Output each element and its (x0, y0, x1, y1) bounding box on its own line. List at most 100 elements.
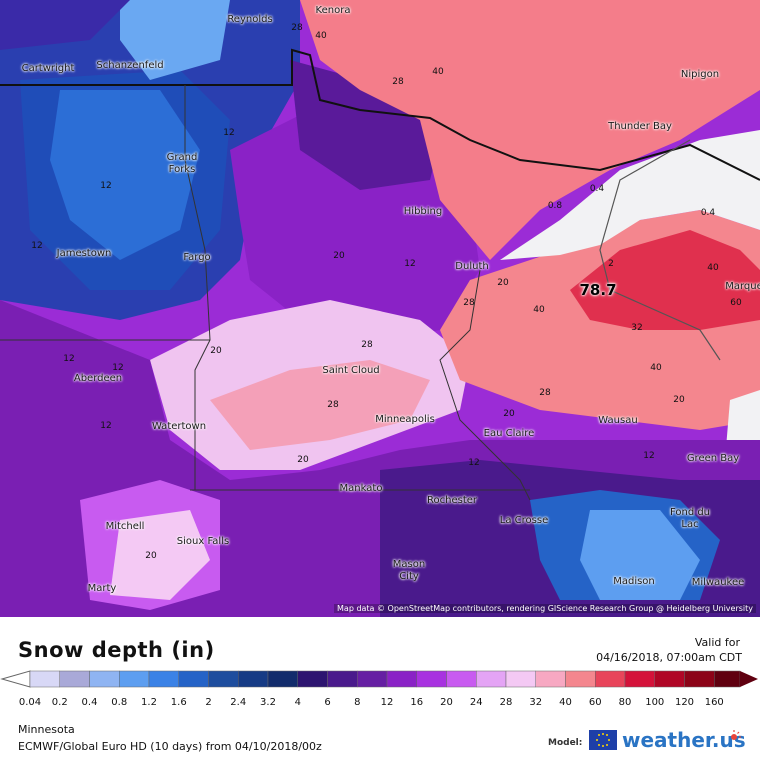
sun-icon (731, 730, 741, 740)
us-canada-border (0, 48, 760, 181)
contour-value: 2 (608, 259, 614, 269)
colorbar-tick: 4 (294, 697, 301, 708)
colorbar-tick: 32 (529, 697, 543, 708)
colorbar-segment (297, 670, 328, 688)
band-red-east (570, 230, 760, 330)
contour-value: 20 (145, 551, 157, 561)
snow-depth-map[interactable]: Reynolds Kenora Cartwright Schanzenfeld Nipi… (0, 0, 760, 617)
contour-value: 12 (112, 363, 124, 373)
contour-value: 20 (673, 395, 685, 405)
city-label: Saint Cloud (322, 365, 380, 376)
contour-value: 28 (539, 388, 551, 398)
city-label: Wausau (598, 415, 638, 426)
band-pink-north (300, 0, 760, 260)
colorbar-arrow-high (740, 671, 758, 687)
colorbar-tick: 0.04 (18, 697, 42, 708)
color-scale-bar (0, 670, 758, 688)
colorbar-tick: 40 (559, 697, 572, 708)
legend-title: Snow depth (in) (18, 638, 215, 662)
colorbar-tick: 2 (205, 697, 212, 708)
colorbar-tick: 1.6 (170, 697, 187, 708)
colorbar-tick: 28 (499, 697, 513, 708)
city-label: Mankato (339, 483, 383, 494)
band-light-sw (110, 510, 210, 600)
colorbar-segment (59, 670, 90, 688)
colorbar-tick: 60 (588, 697, 602, 708)
city-label: Mitchell (105, 521, 145, 532)
contour-value: 12 (223, 128, 235, 138)
colorbar-segment (178, 670, 209, 688)
city-label: Thunder Bay (608, 121, 672, 132)
city-label: City (399, 571, 419, 582)
colorbar-segment (624, 670, 655, 688)
colorbar-tick: 80 (618, 697, 632, 708)
contour-value: 28 (327, 400, 339, 410)
band-dark-violet-north (290, 60, 440, 190)
colorbar-segment (148, 670, 179, 688)
city-label: Nipigon (680, 69, 720, 80)
colorbar-tick: 12 (380, 697, 394, 708)
city-label: Fond du (669, 507, 711, 518)
colorbar-segment (238, 670, 269, 688)
city-label: Schanzenfeld (96, 60, 164, 71)
mi-border (599, 139, 721, 361)
contour-value: 0.4 (700, 208, 716, 218)
colorbar-tick: 1.2 (141, 697, 157, 708)
colorbar-tick: 24 (469, 697, 483, 708)
model-label: Model: (548, 738, 583, 748)
colorbar-segment (267, 670, 298, 688)
contour-value: 40 (707, 263, 719, 273)
colorbar-segment (595, 670, 626, 688)
city-label: Fargo (183, 252, 211, 263)
city-label: Watertown (151, 421, 207, 432)
contour-value: 12 (643, 451, 655, 461)
colorbar-tick: 20 (440, 697, 453, 708)
colorbar-tick: 8 (354, 697, 361, 708)
colorbar-tick: 16 (410, 697, 424, 708)
colorbar-segment (357, 670, 388, 688)
city-label: Cartwright (21, 63, 75, 74)
contour-value: 40 (432, 67, 444, 77)
colorbar-segment (327, 670, 358, 688)
colorbar-tick: 6 (324, 697, 331, 708)
weather-us-logo[interactable]: weather.us (622, 728, 746, 752)
map-layers (0, 0, 760, 617)
band-2in-west (50, 90, 200, 260)
contour-value: 20 (210, 346, 222, 356)
contour-value: 28 (291, 23, 303, 33)
region-name: Minnesota (18, 723, 75, 736)
contour-value: 12 (468, 458, 480, 468)
city-label: Kenora (315, 5, 351, 16)
city-label: Rochester (427, 495, 477, 506)
colorbar-segment (654, 670, 685, 688)
colorbar-segment (446, 670, 477, 688)
contour-value: 12 (404, 259, 416, 269)
valid-for-label: Valid for (694, 636, 740, 649)
lake-superior (500, 130, 760, 260)
contour-value: 12 (100, 181, 112, 191)
colorbar-segment (208, 670, 239, 688)
city-label: Lac (681, 519, 699, 530)
contour-value: 28 (463, 298, 475, 308)
map-attribution: Map data © OpenStreetMap contributors, r… (334, 604, 756, 613)
contour-value: 0.4 (589, 184, 605, 194)
contour-value: 32 (631, 323, 643, 333)
city-label: Aberdeen (73, 373, 123, 384)
band-light-nw (120, 0, 230, 80)
contour-value: 40 (315, 31, 327, 41)
city-label: Forks (168, 164, 196, 175)
colorbar-segment (714, 670, 741, 688)
city-label: La Crosse (499, 515, 549, 526)
city-label: Sioux Falls (176, 536, 230, 547)
contour-value: 20 (503, 409, 515, 419)
city-label: Marque (725, 281, 760, 292)
contour-value: 28 (392, 77, 404, 87)
contour-value: 40 (650, 363, 662, 373)
colorbar-segment (89, 670, 120, 688)
city-label: Hibbing (403, 206, 443, 217)
colorbar-arrow-low (0, 670, 31, 688)
city-label: Grand (166, 152, 198, 163)
colorbar-segment (119, 670, 150, 688)
contour-value: 28 (361, 340, 373, 350)
colorbar-segment (505, 670, 536, 688)
